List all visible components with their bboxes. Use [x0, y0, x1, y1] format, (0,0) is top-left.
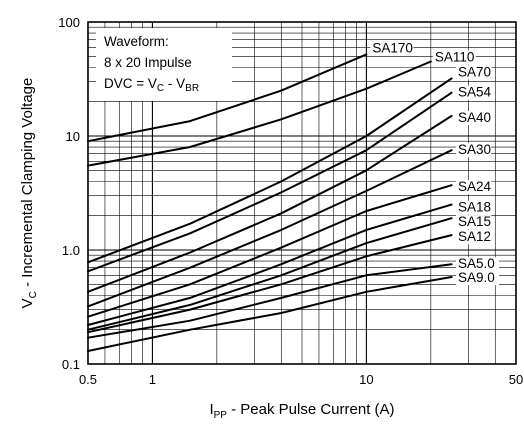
- x-tick-label: 0.5: [79, 372, 97, 387]
- series-line-sa170: [87, 53, 368, 143]
- series-line-sa18: [87, 203, 453, 326]
- y-tick-labels: 0.1 1.0 10 100: [58, 15, 80, 372]
- series-label-sa170: SA170: [372, 40, 413, 55]
- y-axis-title: VC - Incremental Clamping Voltage: [19, 78, 39, 309]
- y-tick-label: 1.0: [62, 243, 80, 258]
- x-tick-label: 10: [359, 372, 373, 387]
- series-label-bg: [456, 85, 492, 100]
- series-label-sa12: SA12: [458, 229, 491, 244]
- series-line-sa12: [87, 234, 453, 334]
- annotation-line-1: Waveform:: [104, 34, 169, 49]
- x-tick-label: 50: [509, 372, 523, 387]
- series-line-sa24: [87, 184, 453, 318]
- annotation-box: Waveform: 8 x 20 Impulse DVC = VC - VBR: [96, 28, 232, 101]
- series-label-sa110: SA110: [435, 50, 475, 65]
- series-label-sa30: SA30: [458, 142, 491, 157]
- series-label-bg: [432, 50, 476, 65]
- series-label-sa54: SA54: [458, 85, 492, 100]
- series-line-sa5-0: [87, 263, 453, 339]
- plot-frame: [87, 21, 517, 365]
- series-line-sa110: [87, 60, 432, 167]
- series-line-sa70: [87, 77, 453, 264]
- series-line-sa40: [87, 114, 453, 293]
- y-tick-label: 0.1: [62, 357, 80, 372]
- series-label-bg: [456, 270, 499, 285]
- series-label-sa9-0: SA9.0: [458, 270, 495, 285]
- y-tick-label: 100: [58, 15, 80, 30]
- series-label-sa18: SA18: [458, 200, 491, 215]
- series-label-bg: [456, 200, 492, 215]
- series-label-bg: [456, 65, 492, 80]
- series-line-sa30: [87, 149, 453, 308]
- series-label-bg: [456, 143, 492, 158]
- series-label-bg: [370, 41, 414, 56]
- series-label-bg: [456, 110, 492, 125]
- series-label-bg: [456, 230, 492, 245]
- series-label-bg: [456, 215, 492, 230]
- series-label-bg: [456, 180, 492, 195]
- series-label-sa15: SA15: [458, 214, 491, 229]
- series-label-sa40: SA40: [458, 110, 491, 125]
- series-labels: SA170SA110SA70SA54SA40SA30SA24SA18SA15SA…: [370, 40, 499, 285]
- series-line-sa9-0: [87, 276, 453, 352]
- series-line-sa15: [87, 217, 453, 331]
- series-label-sa70: SA70: [458, 64, 491, 79]
- annotation-line-3: DVC = VC - VBR: [104, 76, 199, 94]
- x-axis-title: IPP - Peak Pulse Current (A): [209, 401, 394, 421]
- series-label-bg: [456, 257, 499, 272]
- x-tick-labels: 0.5 1 10 50: [79, 372, 523, 387]
- x-tick-label: 1: [149, 372, 156, 387]
- annotation-line-2: 8 x 20 Impulse: [104, 55, 192, 70]
- series-label-sa24: SA24: [458, 179, 492, 194]
- series-label-sa5-0: SA5.0: [458, 256, 495, 271]
- series-line-sa54: [87, 91, 453, 273]
- series-group: [87, 53, 453, 352]
- y-tick-label: 10: [66, 129, 80, 144]
